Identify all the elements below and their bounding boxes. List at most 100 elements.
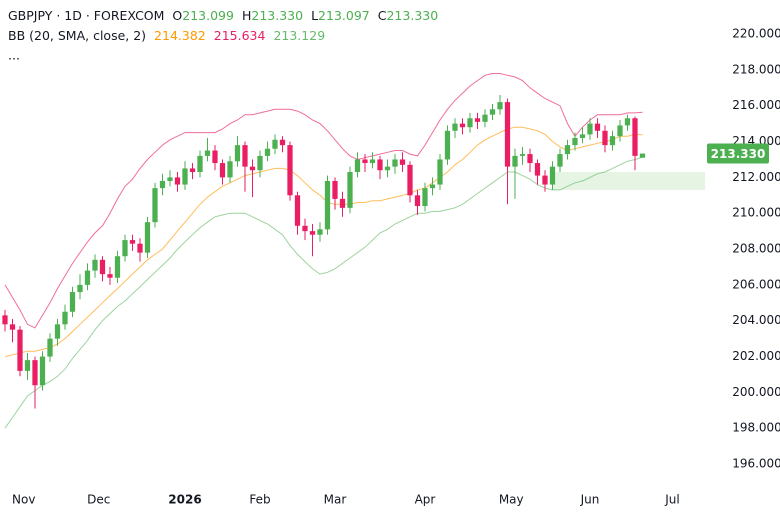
candle-body bbox=[377, 159, 383, 171]
y-tick-label: 200.000 bbox=[732, 385, 780, 399]
price-tag bbox=[707, 143, 769, 164]
candle-body bbox=[602, 130, 608, 146]
candle-body bbox=[302, 225, 308, 232]
candle-body bbox=[414, 195, 421, 207]
candle-body bbox=[39, 356, 46, 386]
candle-body bbox=[489, 109, 496, 115]
candle-body bbox=[122, 240, 128, 257]
candle-body bbox=[347, 172, 353, 208]
ohlc-value: 213.330 bbox=[386, 8, 438, 23]
candle-body bbox=[204, 150, 211, 156]
y-tick-label: 216.000 bbox=[732, 98, 780, 112]
candle-body bbox=[632, 118, 638, 156]
candle-body bbox=[69, 292, 76, 312]
y-tick-label: 198.000 bbox=[732, 421, 780, 435]
candle-body bbox=[77, 284, 83, 293]
candle-body bbox=[234, 145, 241, 162]
x-tick-label: 2026 bbox=[168, 493, 201, 507]
indicator-value: 215.634 bbox=[214, 28, 266, 43]
candle-body bbox=[152, 188, 158, 223]
highlight-zone bbox=[552, 172, 706, 190]
candle-body bbox=[32, 360, 38, 386]
candle-body bbox=[159, 180, 166, 189]
header-line: GBPJPY · 1D · FOREXCOM O213.099 H 213.330 L2… bbox=[8, 8, 438, 23]
ohlc-key: H bbox=[242, 8, 251, 23]
candle-body bbox=[249, 166, 256, 171]
x-tick-label: Dec bbox=[87, 493, 110, 507]
candle-body bbox=[609, 136, 616, 146]
plot-area bbox=[2, 73, 706, 429]
candle-body bbox=[474, 118, 481, 122]
candle-body bbox=[279, 139, 286, 146]
candle-body bbox=[54, 324, 61, 339]
candle-body bbox=[572, 137, 578, 146]
band-line bbox=[4, 126, 643, 358]
candle-body bbox=[534, 163, 541, 176]
candle-body bbox=[212, 150, 218, 164]
candle-body bbox=[399, 159, 406, 165]
x-tick-label: Feb bbox=[249, 493, 270, 507]
candle-body bbox=[264, 148, 271, 156]
candle-body bbox=[549, 166, 556, 185]
candle-body bbox=[272, 139, 278, 149]
candle-body bbox=[482, 114, 488, 122]
candle-body bbox=[84, 270, 91, 285]
candle-body bbox=[467, 118, 473, 128]
price-tag-label: 213.330 bbox=[711, 147, 766, 161]
candle-body bbox=[107, 274, 113, 278]
x-tick-label: Mar bbox=[324, 493, 347, 507]
candle-body bbox=[2, 315, 8, 325]
y-tick-label: 206.000 bbox=[732, 277, 780, 291]
candle-body bbox=[219, 163, 226, 178]
candle-body bbox=[137, 243, 143, 253]
candle-body bbox=[324, 180, 331, 230]
candle-body bbox=[429, 184, 436, 189]
indicator-value: 214.382 bbox=[154, 28, 206, 43]
candle-body bbox=[182, 168, 188, 185]
candle-body bbox=[174, 177, 181, 185]
symbol: GBPJPY · 1D · FOREXCOM bbox=[8, 8, 164, 23]
y-tick-label: 204.000 bbox=[732, 313, 780, 327]
candle-body bbox=[564, 145, 571, 155]
x-tick-label: Jul bbox=[664, 493, 679, 507]
candle-body bbox=[624, 118, 631, 126]
candle-body bbox=[407, 164, 413, 196]
candle-body bbox=[557, 154, 563, 167]
candle-body bbox=[587, 123, 593, 135]
ohlc-value: 213.097 bbox=[318, 8, 370, 23]
candle-body bbox=[519, 154, 526, 156]
header: GBPJPY · 1D · FOREXCOM O213.099 H213.330 L2… bbox=[8, 8, 438, 63]
candle-body bbox=[504, 102, 511, 167]
candle-body bbox=[47, 338, 53, 357]
candle-body bbox=[437, 159, 443, 185]
candle-body bbox=[24, 360, 31, 371]
candle-body bbox=[594, 123, 601, 131]
candle-body bbox=[257, 155, 263, 171]
band-line bbox=[4, 156, 643, 429]
ohlc-value: 213.099 bbox=[182, 8, 234, 23]
y-tick-label: 218.000 bbox=[732, 62, 780, 76]
candle-body bbox=[114, 256, 121, 278]
candle-body bbox=[189, 168, 196, 173]
x-tick-label: Jun bbox=[580, 493, 600, 507]
ohlc-key: C bbox=[378, 8, 387, 23]
ohlc-key: L bbox=[311, 8, 318, 23]
x-tick-label: May bbox=[499, 493, 524, 507]
candle-body bbox=[317, 229, 323, 235]
y-tick-label: 210.000 bbox=[732, 206, 780, 220]
ohlc-key: O bbox=[172, 8, 182, 23]
indicator-name: BB (20, SMA, close, 2) bbox=[8, 28, 146, 43]
candle-body bbox=[339, 198, 346, 208]
candle-body bbox=[392, 159, 398, 167]
candle-body bbox=[459, 123, 466, 128]
candle-body bbox=[542, 175, 548, 185]
candle-body bbox=[99, 259, 106, 275]
candle-body bbox=[617, 125, 623, 137]
x-tick-label: Apr bbox=[415, 493, 436, 507]
y-tick-label: 202.000 bbox=[732, 349, 780, 363]
candle-body bbox=[309, 231, 316, 235]
candle-body bbox=[527, 154, 533, 164]
candle-body bbox=[497, 102, 503, 110]
candle-body bbox=[362, 159, 368, 164]
